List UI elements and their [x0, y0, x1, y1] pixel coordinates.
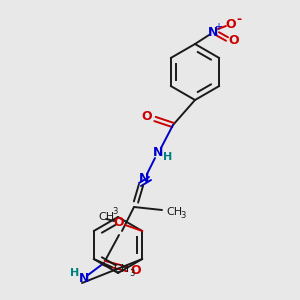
Text: O: O — [226, 17, 236, 31]
Text: +: + — [214, 22, 222, 32]
Text: O: O — [131, 265, 141, 278]
Text: O: O — [113, 217, 124, 230]
Text: CH: CH — [98, 212, 114, 222]
Text: O: O — [142, 110, 152, 124]
Text: O: O — [229, 34, 239, 46]
Text: H: H — [164, 152, 172, 162]
Text: N: N — [208, 26, 218, 38]
Text: 3: 3 — [180, 212, 186, 220]
Text: -: - — [236, 14, 242, 26]
Text: 3: 3 — [112, 206, 118, 215]
Text: N: N — [153, 146, 163, 160]
Text: N: N — [139, 172, 149, 185]
Text: CH: CH — [114, 264, 130, 274]
Text: N: N — [79, 272, 89, 284]
Text: CH: CH — [166, 207, 182, 217]
Text: H: H — [70, 268, 80, 278]
Text: 3: 3 — [129, 269, 134, 278]
